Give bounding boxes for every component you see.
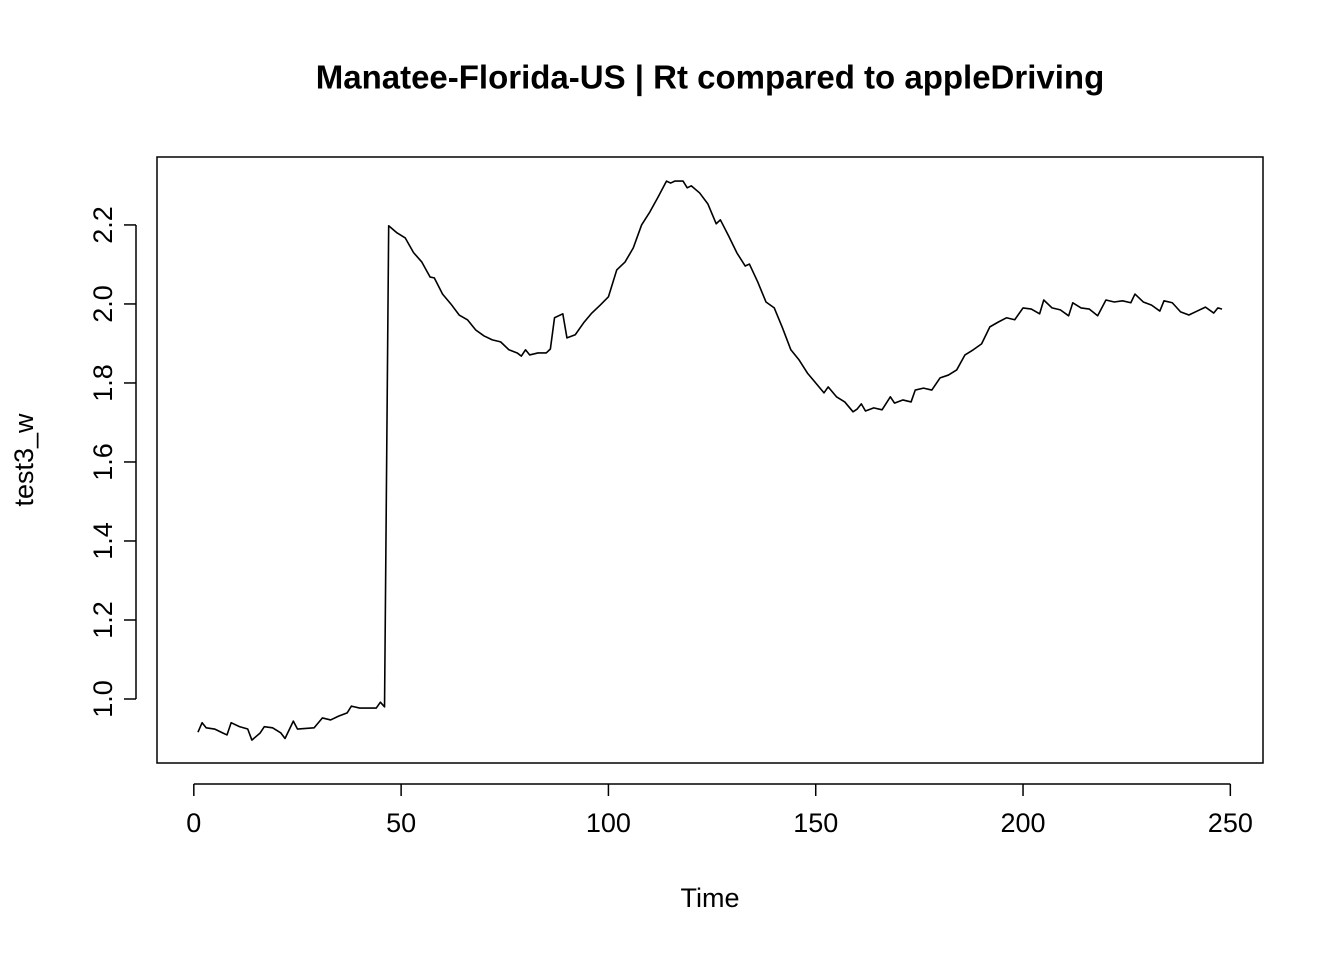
y-tick-label: 2.0 (88, 285, 118, 323)
y-tick-label: 1.4 (88, 522, 118, 560)
x-tick-label: 100 (586, 808, 631, 838)
x-tick-label: 0 (186, 808, 201, 838)
data-line (197, 180, 1223, 741)
y-tick-label: 1.2 (88, 601, 118, 639)
plot-frame (156, 156, 1264, 764)
x-tick-label: 250 (1208, 808, 1253, 838)
y-tick-label: 1.0 (88, 680, 118, 718)
x-tick-label: 150 (793, 808, 838, 838)
x-tick-label: 200 (1000, 808, 1045, 838)
chart-title: Manatee-Florida-US | Rt compared to appl… (316, 59, 1105, 96)
y-tick-label: 1.8 (88, 364, 118, 402)
y-axis-label: test3_w (9, 413, 39, 507)
y-tick-label: 2.2 (88, 206, 118, 244)
y-tick-label: 1.6 (88, 443, 118, 481)
x-axis-label: Time (681, 883, 740, 913)
x-tick-label: 50 (386, 808, 416, 838)
